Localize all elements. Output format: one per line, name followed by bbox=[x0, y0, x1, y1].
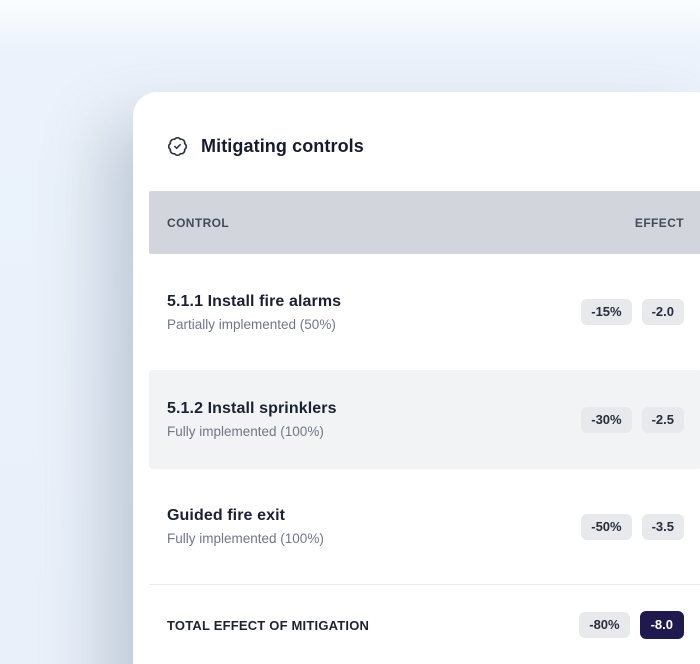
control-status: Fully implemented (100%) bbox=[167, 531, 324, 546]
control-name: 5.1.1 Install fire alarms bbox=[167, 292, 342, 310]
table-row-guided-fire-exit: Guided fire exit Fully implemented (100%… bbox=[149, 469, 700, 584]
effect-percent-badge: -15% bbox=[581, 299, 632, 325]
control-status: Partially implemented (50%) bbox=[167, 316, 336, 332]
effect-percent-badge: -50% bbox=[581, 513, 632, 540]
table-row-total: TOTAL EFFECT OF MITIGATION -80% -8.0 bbox=[149, 585, 700, 664]
total-row-divider bbox=[149, 584, 700, 585]
total-effect-value-badge: -8.0 bbox=[639, 611, 684, 639]
control-cell: 5.1.1 Install fire alarms Partially impl… bbox=[167, 293, 341, 332]
mitigating-controls-card: Mitigating controls CONTROL EFFECT 5.1.1… bbox=[133, 92, 700, 664]
column-header-effect: EFFECT bbox=[634, 215, 684, 230]
effect-percent-badge: -30% bbox=[581, 406, 632, 433]
effect-value-badge: -3.5 bbox=[641, 513, 684, 540]
control-name: 5.1.2 Install sprinklers bbox=[167, 400, 337, 417]
card-title: Mitigating controls bbox=[201, 136, 364, 156]
effect-cell: -30% -2.5 bbox=[581, 406, 684, 433]
table-row-install-fire-alarms: 5.1.1 Install fire alarms Partially impl… bbox=[149, 254, 700, 370]
total-effect-cell: -80% -8.0 bbox=[579, 611, 684, 639]
total-label: TOTAL EFFECT OF MITIGATION bbox=[167, 617, 370, 633]
control-cell: Guided fire exit Fully implemented (100%… bbox=[167, 507, 324, 546]
effect-cell: -15% -2.0 bbox=[581, 299, 684, 325]
table-row-install-sprinklers: 5.1.2 Install sprinklers Fully implement… bbox=[149, 370, 700, 469]
effect-value-badge: -2.5 bbox=[641, 406, 684, 433]
effect-value-badge: -2.0 bbox=[641, 299, 684, 325]
controls-table: CONTROL EFFECT 5.1.1 Install fire alarms… bbox=[149, 191, 700, 664]
effect-cell: -50% -3.5 bbox=[581, 513, 684, 540]
table-header-row: CONTROL EFFECT bbox=[149, 191, 700, 254]
control-status: Fully implemented (100%) bbox=[167, 424, 324, 439]
column-header-control: CONTROL bbox=[167, 215, 230, 230]
badge-check-icon bbox=[167, 136, 188, 157]
card-header: Mitigating controls bbox=[133, 92, 700, 191]
control-name: Guided fire exit bbox=[167, 507, 286, 524]
total-effect-percent-badge: -80% bbox=[579, 612, 630, 638]
control-cell: 5.1.2 Install sprinklers Fully implement… bbox=[167, 400, 337, 439]
